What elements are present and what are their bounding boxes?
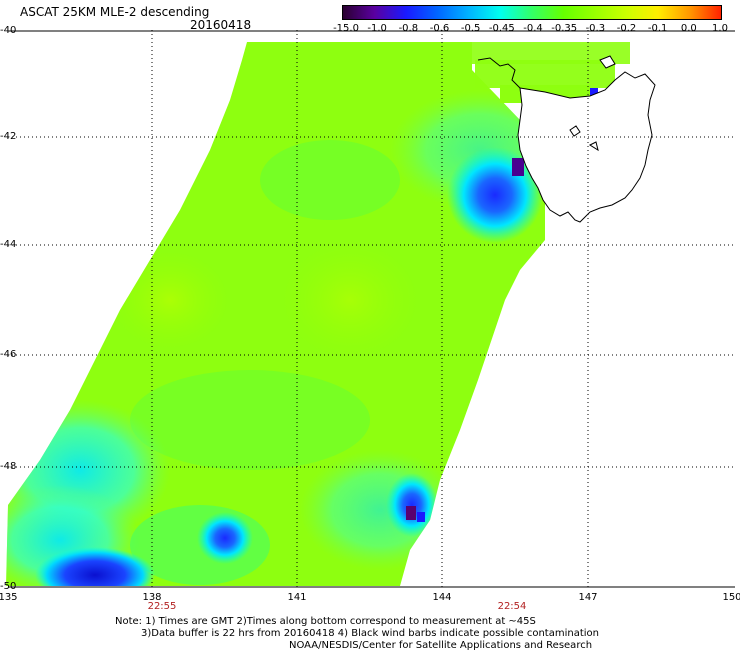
lat-lon-grid	[8, 30, 735, 590]
longitude-label: 150	[722, 592, 740, 603]
longitude-label: 147	[578, 592, 598, 603]
tasmania-coastline	[517, 71, 656, 223]
color-scale-tick: -0.35	[551, 23, 578, 34]
color-scale-tick: -0.3	[585, 23, 606, 34]
longitude-label: 138	[142, 592, 162, 603]
color-scale-tick: -0.8	[398, 23, 419, 34]
color-scale-tick: 1.0	[712, 23, 728, 34]
pass-time-label: 22:54	[497, 601, 527, 612]
latitude-label: -42	[0, 131, 17, 142]
latitude-label: -48	[0, 461, 17, 472]
color-scale-tick: -0.5	[460, 23, 481, 34]
longitude-label: 141	[287, 592, 307, 603]
latitude-label: -46	[0, 349, 17, 360]
color-scale-tick: 0.0	[680, 23, 697, 34]
latitude-label: -40	[0, 25, 17, 36]
pass-time-label: 22:55	[147, 601, 177, 612]
latitude-label: -50	[0, 581, 17, 592]
footer-note: Note: 1) Times are GMT 2)Times along bot…	[115, 616, 536, 627]
color-scale-bar	[342, 5, 722, 20]
longitude-label: 144	[432, 592, 452, 603]
color-scale-tick: -0.6	[429, 23, 450, 34]
product-title: ASCAT 25KM MLE-2 descending	[20, 5, 210, 19]
product-date: 20160418	[190, 18, 252, 32]
footer-credit: NOAA/NESDIS/Center for Satellite Applica…	[289, 640, 593, 651]
longitude-label: 135	[0, 592, 18, 603]
color-scale-tick: -0.2	[616, 23, 637, 34]
color-scale-tick: -15.0	[333, 23, 359, 34]
color-scale-tick: -0.1	[647, 23, 668, 34]
color-scale-tick: -1.0	[367, 23, 387, 34]
color-scale-tick: -0.45	[488, 23, 515, 34]
latitude-label: -44	[0, 239, 17, 250]
footer-note: 3)Data buffer is 22 hrs from 20160418 4)…	[141, 628, 599, 639]
color-scale-tick: -0.4	[523, 23, 543, 34]
